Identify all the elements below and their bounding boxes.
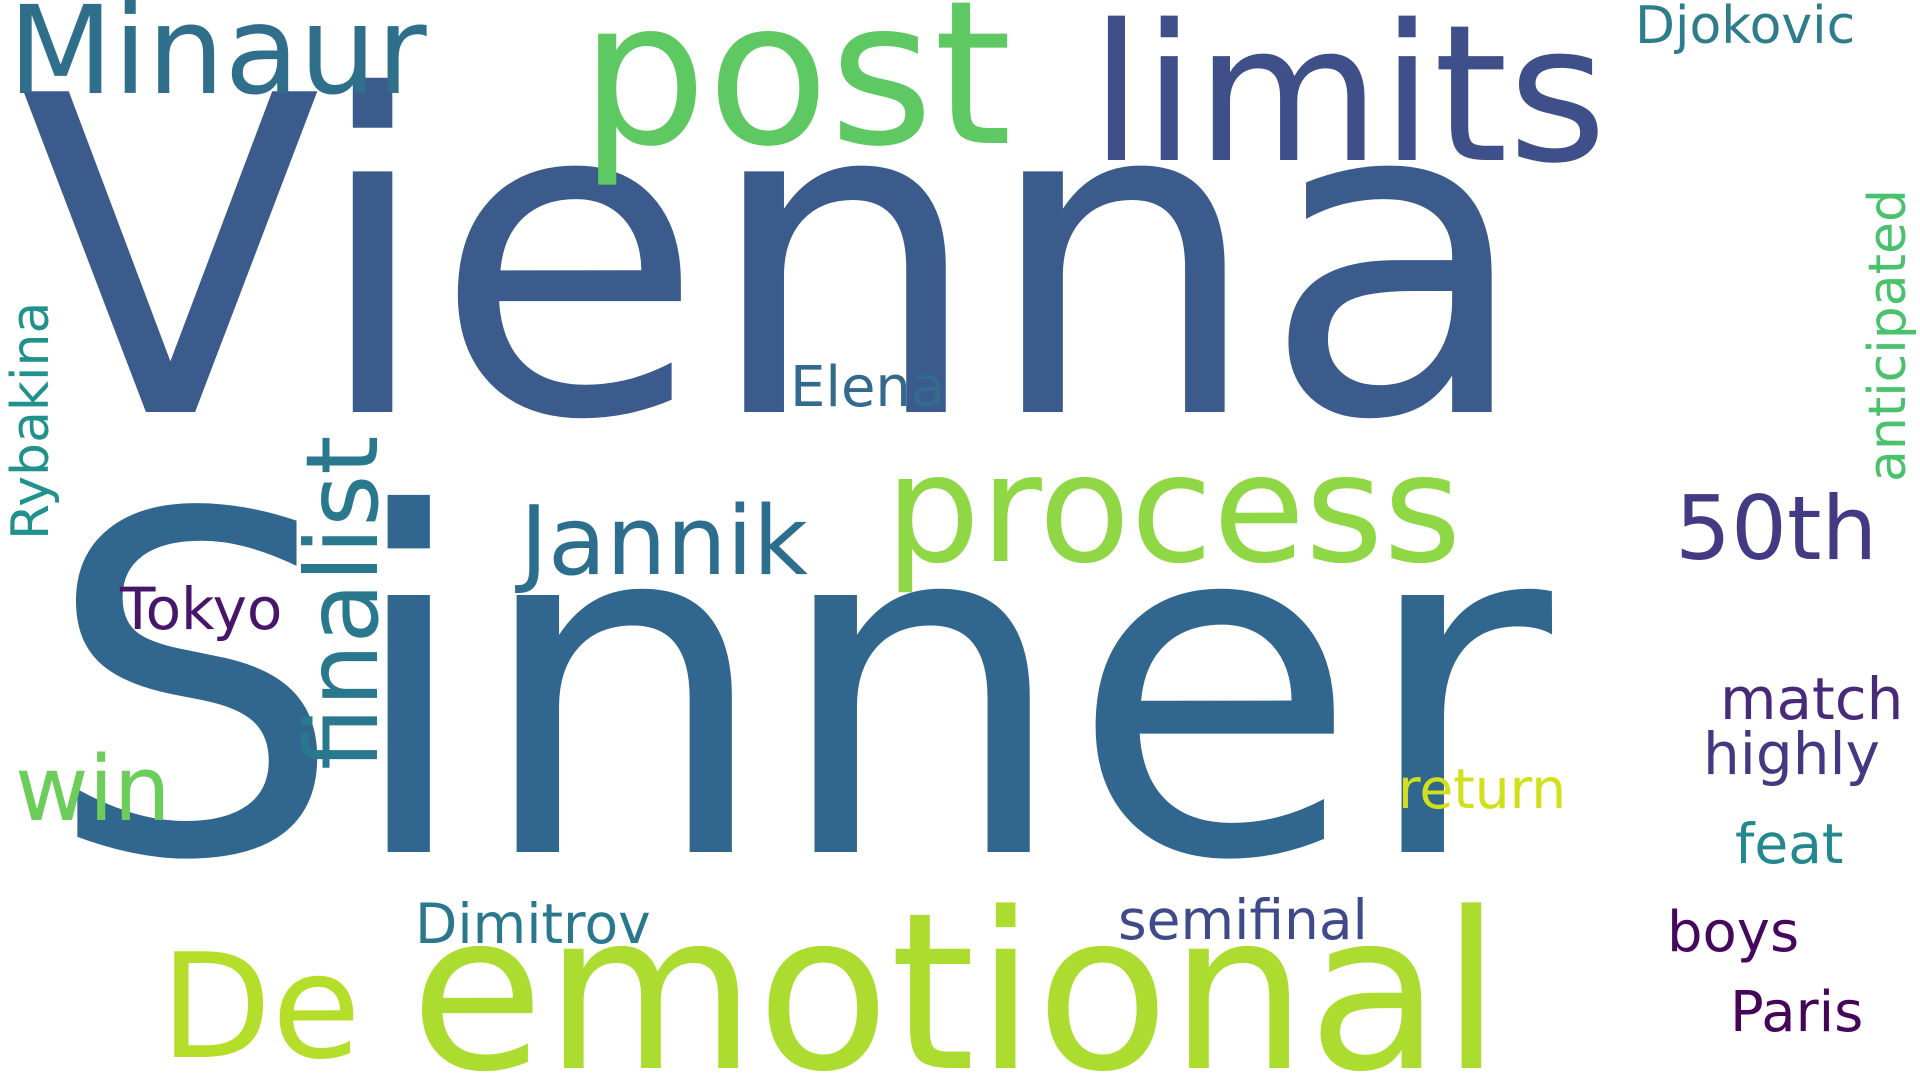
word-50th: 50th (1675, 477, 1878, 580)
word-highly: highly (1703, 720, 1880, 788)
word-jannik: Jannik (520, 487, 809, 597)
word-de: De (160, 923, 361, 1080)
word-dimitrov: Dimitrov (415, 892, 651, 956)
word-anticipated: anticipated (1858, 189, 1918, 482)
word-semifinal: semifinal (1118, 888, 1368, 952)
word-minaur: Minaur (8, 0, 427, 122)
word-vienna: Vienna (20, 4, 1532, 516)
word-return: return (1398, 757, 1567, 821)
word-finalist: finalist (284, 435, 401, 770)
word-tokyo: Tokyo (120, 575, 283, 643)
word-process: process (885, 423, 1462, 597)
word-paris: Paris (1730, 980, 1864, 1045)
word-boys: boys (1667, 900, 1800, 965)
word-sinner: Sinner (45, 416, 1553, 963)
word-limits: limits (1090, 0, 1607, 205)
word-elena: Elena (790, 355, 946, 420)
word-win: win (15, 737, 171, 842)
word-emotional: emotional (410, 867, 1502, 1080)
word-match: match (1720, 665, 1904, 733)
word-feat: feat (1735, 812, 1844, 876)
word-djokovic: Djokovic (1635, 0, 1856, 56)
word-rybakina: Rybakina (1, 301, 61, 540)
word-post: post (580, 0, 1012, 191)
